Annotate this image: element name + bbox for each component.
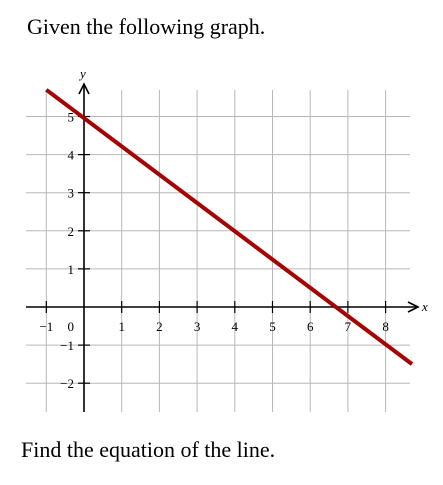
y-tick-label: 1 [68,262,75,277]
origin-label: 0 [68,319,75,334]
y-tick-label: −1 [60,338,74,353]
x-axis-arrow [407,301,420,313]
x-tick-label: −1 [39,319,53,334]
tick-labels: −1 1 2 3 4 5 6 7 8 −2 −1 1 2 3 4 5 0 [39,110,388,392]
y-tick-label: 4 [68,148,75,163]
axes: xy [26,66,428,412]
y-tick-label: 2 [68,224,75,239]
data-series [45,88,414,366]
y-tick-label: 5 [68,110,75,125]
series-line [45,88,414,366]
x-tick-label: 1 [118,319,125,334]
ticks [45,115,387,384]
y-tick-label: −2 [60,376,74,391]
problem-prompt: Given the following graph. [27,14,266,39]
y-axis-label: y [78,66,86,81]
x-tick-label: 4 [232,319,239,334]
x-tick-label: 2 [156,319,163,334]
x-tick-label: 5 [269,319,276,334]
y-tick-label: 3 [68,186,75,201]
x-tick-label: 6 [307,319,314,334]
question-text: Find the equation of the line. [21,437,276,462]
x-tick-label: 8 [382,319,389,334]
x-axis-label: x [421,299,428,314]
x-tick-label: 7 [345,319,352,334]
x-tick-label: 3 [194,319,201,334]
y-axis-arrow [78,82,90,95]
